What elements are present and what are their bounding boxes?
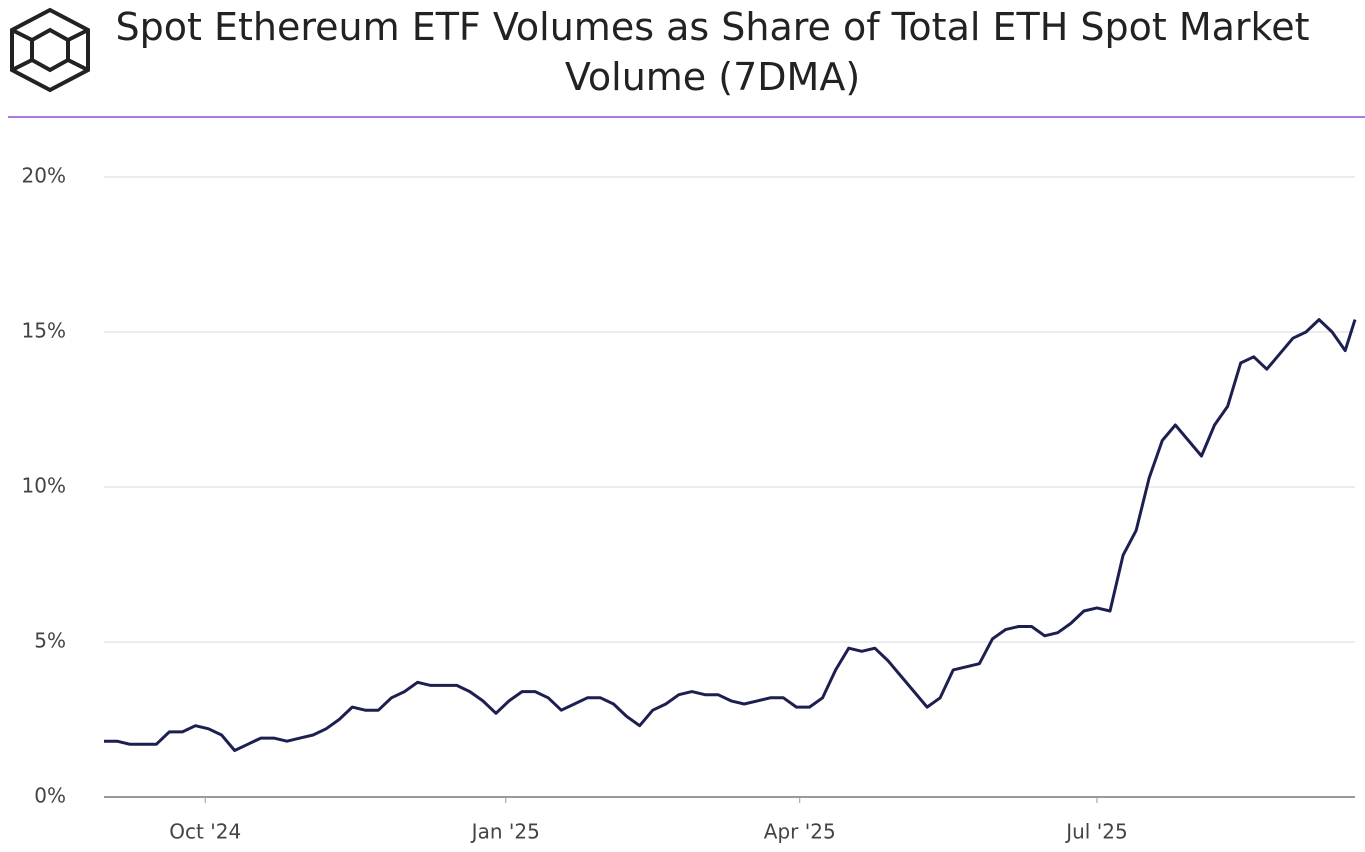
y-tick-label: 5% (34, 629, 66, 653)
x-tick-label: Apr '25 (764, 820, 836, 844)
data-line (104, 318, 1357, 752)
x-tick-label: Jul '25 (1064, 820, 1127, 844)
y-tick-label: 15% (22, 319, 66, 343)
x-tick-label: Oct '24 (169, 820, 241, 844)
x-tick-label: Jan '25 (470, 820, 540, 844)
y-tick-label: 20% (22, 164, 66, 188)
y-tick-label: 0% (34, 784, 66, 808)
chart-title: Spot Ethereum ETF Volumes as Share of To… (115, 5, 1310, 99)
logo (10, 7, 90, 93)
y-tick-label: 10% (22, 474, 66, 498)
